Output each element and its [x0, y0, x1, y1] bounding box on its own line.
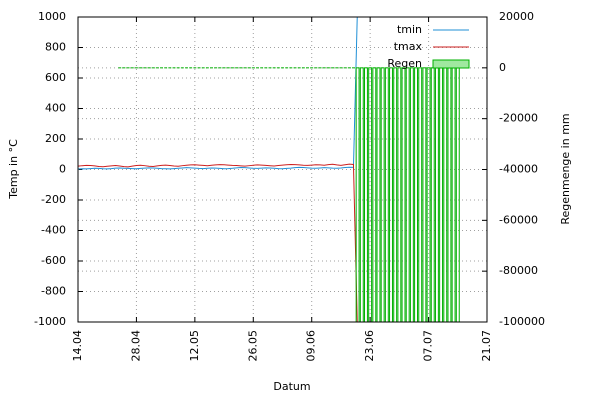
bar — [418, 67, 423, 322]
x-tick-label: 26.05 — [246, 330, 259, 362]
x-tick-label: 12.05 — [188, 330, 201, 362]
y2-tick-label: 0 — [499, 61, 506, 74]
x-axis-label: Datum — [273, 380, 310, 393]
bar — [447, 67, 452, 322]
y2-tick-label: 20000 — [499, 10, 534, 23]
y-tick-label: 600 — [45, 71, 66, 84]
y2-tick-label: -60000 — [499, 213, 538, 226]
x-tick-label: 23.06 — [363, 330, 376, 362]
y-tick-label: 200 — [45, 132, 66, 145]
bar — [439, 67, 444, 322]
legend-label: tmin — [397, 23, 422, 36]
x-tick-label: 21.07 — [480, 330, 493, 362]
x-tick-label: 28.04 — [129, 330, 142, 362]
bar — [430, 67, 435, 322]
line — [78, 17, 358, 170]
y-tick-label: -800 — [41, 285, 66, 298]
bar — [455, 67, 460, 322]
bar — [359, 67, 364, 322]
legend-label: tmax — [394, 40, 423, 53]
bar — [355, 67, 360, 322]
x-tick-label: 14.04 — [71, 330, 84, 362]
y2-axis-label: Regenmenge in mm — [559, 113, 572, 224]
bar — [422, 67, 427, 322]
bar — [393, 67, 398, 322]
bar — [372, 67, 377, 322]
y-tick-label: -1000 — [34, 315, 66, 328]
bar — [409, 67, 414, 322]
y-axis-label: Temp in °C — [7, 139, 20, 200]
y-tick-label: 1000 — [38, 10, 66, 23]
y-tick-label: 400 — [45, 102, 66, 115]
y2-tick-label: -80000 — [499, 264, 538, 277]
bar — [434, 67, 439, 322]
bar — [364, 67, 368, 322]
bar — [397, 67, 402, 322]
bar — [443, 67, 448, 322]
line — [78, 163, 358, 322]
bar — [376, 67, 381, 322]
y2-tick-label: -20000 — [499, 112, 538, 125]
legend-label: Regen — [387, 57, 422, 70]
bar — [401, 67, 406, 322]
y2-tick-label: -40000 — [499, 163, 538, 176]
bar — [380, 67, 385, 322]
y2-tick-label: -100000 — [499, 315, 545, 328]
x-tick-label: 09.06 — [305, 330, 318, 362]
y-tick-label: 0 — [59, 163, 66, 176]
bar — [451, 67, 456, 322]
y-tick-label: -400 — [41, 224, 66, 237]
legend-swatch — [432, 59, 470, 69]
bar — [414, 67, 419, 322]
x-tick-label: 07.07 — [422, 330, 435, 362]
bar — [405, 67, 410, 322]
bar — [384, 67, 389, 322]
y-tick-label: -200 — [41, 193, 66, 206]
bar — [389, 67, 393, 322]
plot-frame — [77, 16, 488, 323]
y-tick-label: -600 — [41, 254, 66, 267]
y-tick-label: 800 — [45, 41, 66, 54]
